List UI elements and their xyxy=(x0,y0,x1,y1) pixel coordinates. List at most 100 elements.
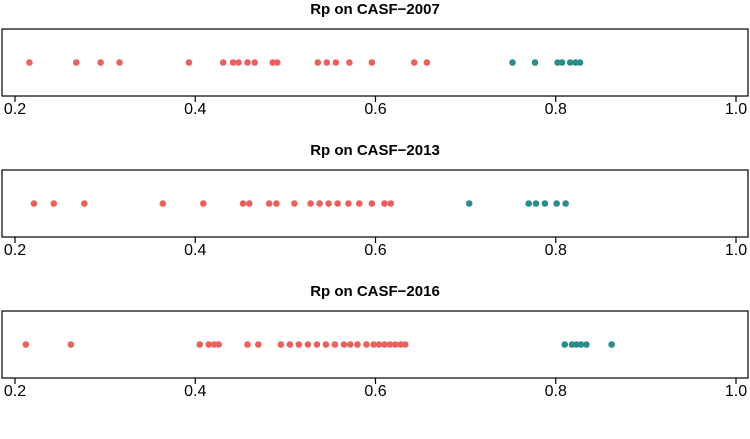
data-point xyxy=(277,341,285,348)
data-point xyxy=(562,200,569,207)
data-point xyxy=(375,341,383,348)
data-point xyxy=(561,341,569,348)
x-tick-label: 0.2 xyxy=(4,383,26,400)
data-point xyxy=(331,341,339,348)
data-point xyxy=(26,59,33,66)
data-point xyxy=(291,200,298,207)
data-point xyxy=(387,200,395,207)
data-point xyxy=(345,200,352,207)
data-point xyxy=(205,341,213,348)
data-point xyxy=(355,200,363,207)
data-point xyxy=(219,59,227,66)
data-point xyxy=(334,200,341,207)
data-point xyxy=(423,59,431,66)
data-point xyxy=(273,200,280,207)
data-point xyxy=(368,59,376,66)
data-point xyxy=(81,200,88,207)
data-point xyxy=(370,341,378,348)
x-tick-label: 0.6 xyxy=(364,242,386,259)
data-point xyxy=(244,341,251,348)
data-point xyxy=(325,200,332,207)
data-point xyxy=(304,341,312,348)
data-point xyxy=(97,59,104,66)
data-point xyxy=(185,59,193,66)
chart-panel-2: Rp on CASF−2013 0.2 0.4 0.6 0.8 1.0 xyxy=(1,142,749,259)
x-tick-label: 0.4 xyxy=(184,242,206,259)
x-tick-label: 0.2 xyxy=(4,101,26,118)
data-point xyxy=(322,341,330,348)
data-point xyxy=(246,200,253,207)
data-point xyxy=(251,59,259,66)
data-point xyxy=(340,341,348,348)
data-point xyxy=(314,59,322,66)
data-point xyxy=(532,200,540,207)
data-point xyxy=(116,59,123,66)
data-point xyxy=(386,341,394,348)
data-point xyxy=(608,341,615,348)
data-point xyxy=(465,200,473,207)
data-point xyxy=(196,341,204,348)
data-point xyxy=(313,341,321,348)
data-point xyxy=(576,59,584,66)
x-tick-label: 0.2 xyxy=(4,242,26,259)
data-point xyxy=(229,59,237,66)
data-point xyxy=(397,341,405,348)
data-point xyxy=(316,200,323,207)
data-point xyxy=(583,341,590,348)
x-tick-label: 1.0 xyxy=(725,242,747,259)
data-point xyxy=(410,59,418,66)
data-point xyxy=(381,200,388,207)
x-tick-label: 0.8 xyxy=(545,383,567,400)
x-tick-label: 0.6 xyxy=(364,383,386,400)
data-point xyxy=(554,59,561,66)
x-tick-label: 1.0 xyxy=(725,383,747,400)
data-point xyxy=(215,341,222,348)
x-tick-label: 0.8 xyxy=(545,242,567,259)
data-point xyxy=(200,200,207,207)
data-point xyxy=(558,59,566,66)
chart-title: Rp on CASF−2013 xyxy=(310,142,440,159)
data-point xyxy=(363,341,370,348)
x-tick-label: 0.4 xyxy=(184,101,206,118)
data-point xyxy=(159,200,167,207)
data-point xyxy=(323,59,331,66)
data-point xyxy=(307,200,314,207)
data-point xyxy=(332,59,340,66)
data-point xyxy=(568,341,576,348)
data-point xyxy=(235,59,242,66)
data-point xyxy=(265,200,273,207)
chart-panel-1: Rp on CASF−2007 0.2 0.4 0.6 0.8 1.0 xyxy=(1,1,749,118)
data-point xyxy=(72,59,80,66)
data-point xyxy=(239,200,247,207)
data-point xyxy=(509,59,516,66)
data-point xyxy=(566,59,574,66)
data-point xyxy=(354,341,361,348)
data-point xyxy=(346,59,353,66)
x-tick-label: 1.0 xyxy=(725,101,747,118)
data-point xyxy=(553,200,560,207)
x-tick-label: 0.6 xyxy=(364,101,386,118)
data-point xyxy=(368,200,376,207)
data-point xyxy=(286,341,294,348)
data-point xyxy=(273,59,281,66)
data-point xyxy=(244,59,251,66)
data-point xyxy=(541,200,549,207)
data-point xyxy=(50,200,58,207)
data-point xyxy=(346,341,354,348)
data-point xyxy=(295,341,303,348)
data-point xyxy=(30,200,38,207)
data-point xyxy=(392,341,399,348)
x-tick-label: 0.4 xyxy=(184,383,206,400)
data-point xyxy=(22,341,30,348)
data-point xyxy=(401,341,409,348)
chart-panel-3: Rp on CASF−2016 0.2 0.4 0.6 0.8 1.0 xyxy=(1,283,749,400)
data-point xyxy=(67,341,75,348)
chart-title: Rp on CASF−2007 xyxy=(310,1,440,18)
data-point xyxy=(255,341,262,348)
x-tick-label: 0.8 xyxy=(545,101,567,118)
data-point xyxy=(381,341,388,348)
chart-title: Rp on CASF−2016 xyxy=(310,283,440,300)
data-point xyxy=(577,341,585,348)
